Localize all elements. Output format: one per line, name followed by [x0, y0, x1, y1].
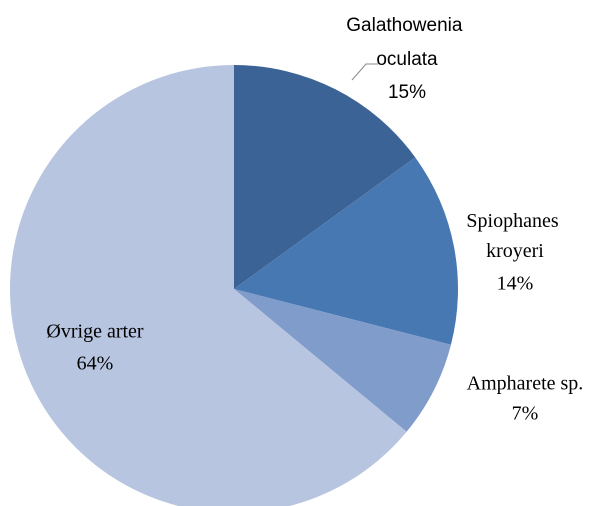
value-label: 64% [77, 353, 114, 375]
pie-slice [234, 289, 451, 432]
pie-slice [234, 157, 459, 345]
pie-slice [234, 65, 416, 289]
leader-line [351, 63, 378, 81]
category-label: Ampharete sp. [467, 373, 584, 395]
category-label: Galathowenia oculata [346, 15, 467, 70]
value-label: 14% [497, 273, 534, 295]
category-label: Øvrige arter [46, 321, 144, 343]
value-label: 7% [512, 403, 539, 425]
pie-slice [10, 65, 407, 506]
value-label: 15% [388, 82, 426, 103]
category-label: Spiophanes kroyeri [466, 210, 563, 262]
